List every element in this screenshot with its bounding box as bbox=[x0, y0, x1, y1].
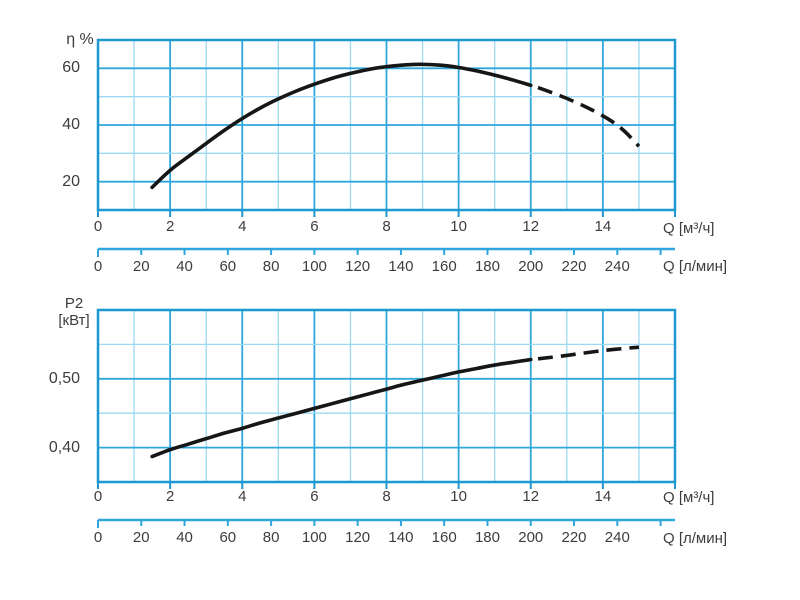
power-curve-solid bbox=[150, 357, 533, 459]
power-y-unit-label-line1: P2 bbox=[64, 295, 84, 312]
x-tick-label: 8 bbox=[382, 488, 391, 505]
y-tick-label: 40 bbox=[62, 116, 80, 133]
x-tick-label: 0 bbox=[93, 218, 103, 235]
x2-tick-label: 240 bbox=[604, 529, 630, 546]
power-y-unit-label: P2 [кВт] bbox=[38, 295, 110, 329]
x-tick-label: 6 bbox=[310, 218, 319, 235]
x2-tick-label: 80 bbox=[262, 258, 280, 275]
x2-tick-label: 180 bbox=[474, 529, 500, 546]
x2-tick-label: 140 bbox=[388, 529, 414, 546]
efficiency-x-axis2-title: Q [л/мин] bbox=[663, 258, 728, 275]
x2-tick-label: 100 bbox=[301, 258, 327, 275]
power-x-axis2-title: Q [л/мин] bbox=[663, 530, 728, 547]
power-y-unit-label-line2: [кВт] bbox=[58, 312, 90, 329]
x2-tick-label: 40 bbox=[176, 258, 193, 275]
efficiency-y-unit-label: η % bbox=[66, 31, 94, 48]
x-tick-label: 4 bbox=[238, 488, 247, 505]
y-tick-label: 60 bbox=[62, 59, 80, 77]
x-tick-label: 10 bbox=[450, 488, 467, 505]
x-tick-label: 0 bbox=[93, 488, 103, 505]
x-tick-label: 12 bbox=[522, 218, 540, 235]
x-tick-label: 12 bbox=[522, 488, 540, 505]
y-tick-label: 0,50 bbox=[48, 369, 80, 387]
x2-tick-label: 200 bbox=[518, 258, 544, 275]
x-tick-label: 14 bbox=[594, 488, 612, 505]
power-x-axis-title: Q [м³/ч] bbox=[663, 489, 715, 506]
x2-tick-label: 160 bbox=[431, 529, 457, 546]
x2-tick-label: 180 bbox=[474, 258, 500, 275]
efficiency-curve-extrapolated bbox=[537, 85, 641, 148]
efficiency-chart bbox=[96, 38, 677, 257]
x-tick-label: 10 bbox=[450, 218, 467, 235]
x-tick-label: 2 bbox=[165, 488, 175, 505]
x2-tick-label: 40 bbox=[176, 529, 193, 546]
y-tick-label: 0,40 bbox=[48, 438, 80, 456]
x2-tick-label: 20 bbox=[132, 529, 150, 546]
efficiency-curve-solid bbox=[150, 62, 533, 190]
x2-tick-label: 60 bbox=[219, 529, 237, 546]
x2-tick-label: 240 bbox=[604, 258, 630, 275]
x2-tick-label: 100 bbox=[301, 529, 327, 546]
x2-tick-label: 120 bbox=[345, 258, 371, 275]
x2-tick-label: 140 bbox=[388, 258, 414, 275]
x2-tick-label: 220 bbox=[561, 258, 587, 275]
x-tick-label: 4 bbox=[238, 218, 247, 235]
x2-tick-label: 120 bbox=[345, 529, 371, 546]
x2-tick-label: 160 bbox=[431, 258, 457, 275]
x2-tick-label: 0 bbox=[93, 529, 103, 546]
x-tick-label: 6 bbox=[310, 488, 319, 505]
x2-tick-label: 20 bbox=[132, 258, 150, 275]
power-curve-extrapolated bbox=[537, 345, 640, 361]
x-tick-label: 8 bbox=[382, 218, 391, 235]
y-tick-label: 20 bbox=[62, 172, 80, 190]
x2-tick-label: 0 bbox=[93, 258, 103, 275]
x-tick-label: 14 bbox=[594, 218, 612, 235]
x-tick-label: 2 bbox=[165, 218, 175, 235]
x2-tick-label: 200 bbox=[518, 529, 544, 546]
x2-tick-label: 220 bbox=[561, 529, 587, 546]
power-chart bbox=[96, 308, 677, 528]
x2-tick-label: 80 bbox=[262, 529, 280, 546]
x2-tick-label: 60 bbox=[219, 258, 237, 275]
efficiency-x-axis-title: Q [м³/ч] bbox=[663, 220, 715, 237]
